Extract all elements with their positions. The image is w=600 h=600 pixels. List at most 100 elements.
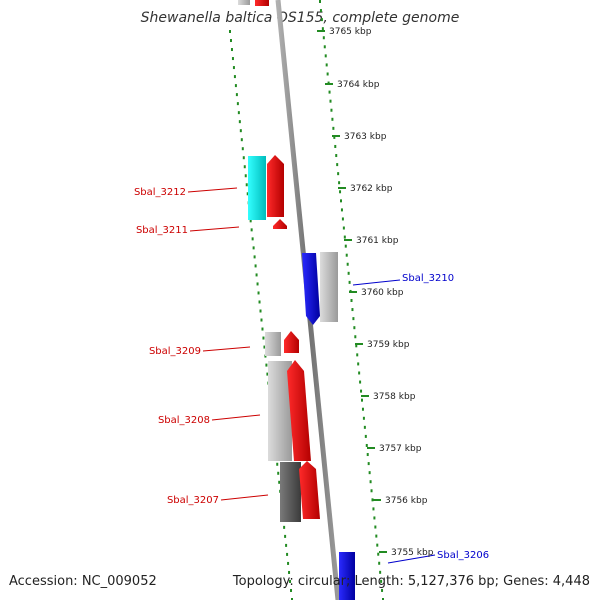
genome-summary-text: Topology: circular; Length: 5,127,376 bp… bbox=[232, 574, 590, 589]
gene-label[interactable]: Sbal_3212 bbox=[134, 187, 186, 198]
ladder-dot bbox=[342, 226, 345, 230]
ladder-dot bbox=[372, 507, 375, 511]
tick-label: 3763 kbp bbox=[344, 132, 387, 142]
tick-label: 3758 kbp bbox=[373, 392, 416, 402]
ladder-dot bbox=[258, 300, 261, 304]
ladder-dot bbox=[336, 163, 339, 167]
ladder-dot bbox=[329, 99, 332, 103]
ladder-dot bbox=[340, 208, 343, 212]
ladder-dot bbox=[243, 165, 246, 169]
ladder-dot bbox=[371, 498, 374, 502]
gene-leader-line bbox=[187, 187, 238, 193]
ladder-dot bbox=[263, 345, 266, 349]
ladder-dot bbox=[322, 36, 325, 40]
ladder-dot bbox=[330, 108, 333, 112]
ladder-dot bbox=[287, 561, 290, 565]
tick-mark bbox=[373, 499, 381, 501]
tick-label: 3764 kbp bbox=[337, 80, 380, 90]
ladder-dot bbox=[283, 525, 286, 529]
gene-label[interactable]: Sbal_3207 bbox=[167, 495, 219, 506]
ladder-dot bbox=[229, 39, 232, 43]
ladder-dot bbox=[339, 190, 342, 194]
gene-arrow-sbal-3212 bbox=[267, 155, 284, 217]
gc-bar bbox=[248, 156, 266, 220]
ladder-dot bbox=[344, 244, 347, 248]
ladder-dot bbox=[346, 262, 349, 266]
ladder-dot bbox=[363, 425, 366, 429]
ladder-dot bbox=[341, 217, 344, 221]
gene-leader-line bbox=[387, 554, 436, 564]
ladder-dot bbox=[361, 407, 364, 411]
ladder-dot bbox=[319, 0, 321, 3]
ladder-dot bbox=[354, 335, 357, 339]
tick-mark bbox=[367, 447, 375, 449]
ladder-dot bbox=[367, 462, 370, 466]
ladder-dot bbox=[369, 480, 372, 484]
ladder-dot bbox=[241, 147, 244, 151]
gene-arrow-sbal-3208 bbox=[287, 360, 311, 461]
ladder-dot bbox=[233, 75, 236, 79]
ladder-dot bbox=[289, 579, 292, 583]
ladder-dot bbox=[345, 253, 348, 257]
ladder-dot bbox=[235, 93, 238, 97]
ladder-dot bbox=[232, 66, 235, 70]
ladder-dot bbox=[284, 534, 287, 538]
ladder-dot bbox=[382, 598, 384, 600]
ladder-dot bbox=[353, 326, 356, 330]
ladder-dot bbox=[374, 525, 377, 529]
ladder-dot bbox=[370, 489, 373, 493]
ladder-dot bbox=[291, 598, 293, 600]
tick-mark bbox=[325, 83, 333, 85]
gene-arrow-sbal-3210 bbox=[302, 253, 320, 325]
ladder-dot bbox=[337, 172, 340, 176]
gene-label[interactable]: Sbal_3209 bbox=[149, 346, 201, 357]
ladder-dot bbox=[238, 120, 241, 124]
ladder-dot bbox=[249, 219, 252, 223]
tick-mark bbox=[349, 291, 357, 293]
ladder-dot bbox=[251, 237, 254, 241]
gene-label[interactable]: Sbal_3210 bbox=[402, 273, 454, 284]
gene-leader-line bbox=[211, 414, 261, 421]
ladder-dot bbox=[246, 192, 249, 196]
tick-label: 3756 kbp bbox=[385, 496, 428, 506]
ladder-dot bbox=[347, 271, 350, 275]
ladder-dot bbox=[356, 353, 359, 357]
ladder-dot bbox=[324, 54, 327, 58]
gene-label[interactable]: Sbal_3206 bbox=[437, 550, 489, 561]
tick-label: 3765 kbp bbox=[329, 27, 372, 37]
tick-label: 3760 kbp bbox=[361, 288, 404, 298]
ladder-dot bbox=[365, 443, 368, 447]
ladder-dot bbox=[254, 264, 257, 268]
ladder-dot bbox=[379, 570, 382, 574]
ladder-dot bbox=[368, 471, 371, 475]
tick-mark bbox=[355, 343, 363, 345]
ladder-dot bbox=[326, 72, 329, 76]
ladder-dot bbox=[366, 453, 369, 457]
ladder-dot bbox=[237, 111, 240, 115]
ladder-dot bbox=[331, 117, 334, 121]
ladder-dot bbox=[244, 174, 247, 178]
ladder-dot bbox=[323, 45, 326, 49]
tick-label: 3762 kbp bbox=[350, 184, 393, 194]
ladder-dot bbox=[381, 588, 384, 592]
ladder-dot bbox=[359, 380, 362, 384]
ladder-dot bbox=[340, 199, 342, 203]
ladder-dot bbox=[236, 102, 239, 106]
ladder-dot bbox=[276, 462, 279, 466]
gc-bar bbox=[320, 252, 338, 322]
ladder-dot bbox=[262, 336, 265, 340]
ladder-dot bbox=[286, 552, 289, 556]
ladder-dot bbox=[229, 30, 231, 33]
tick-label: 3759 kbp bbox=[367, 340, 410, 350]
gene-label[interactable]: Sbal_3211 bbox=[136, 225, 188, 236]
ladder-dot bbox=[252, 246, 255, 250]
ladder-dot bbox=[377, 552, 380, 556]
ladder-dot bbox=[239, 129, 242, 133]
gene-label[interactable]: Sbal_3208 bbox=[158, 415, 210, 426]
ladder-dot bbox=[264, 354, 267, 358]
ladder-dot bbox=[321, 27, 324, 31]
ladder-dot bbox=[350, 299, 353, 302]
ladder-dot bbox=[378, 561, 381, 565]
ladder-dot bbox=[319, 9, 322, 13]
gene-arrow-sbal-3211 bbox=[273, 219, 287, 229]
